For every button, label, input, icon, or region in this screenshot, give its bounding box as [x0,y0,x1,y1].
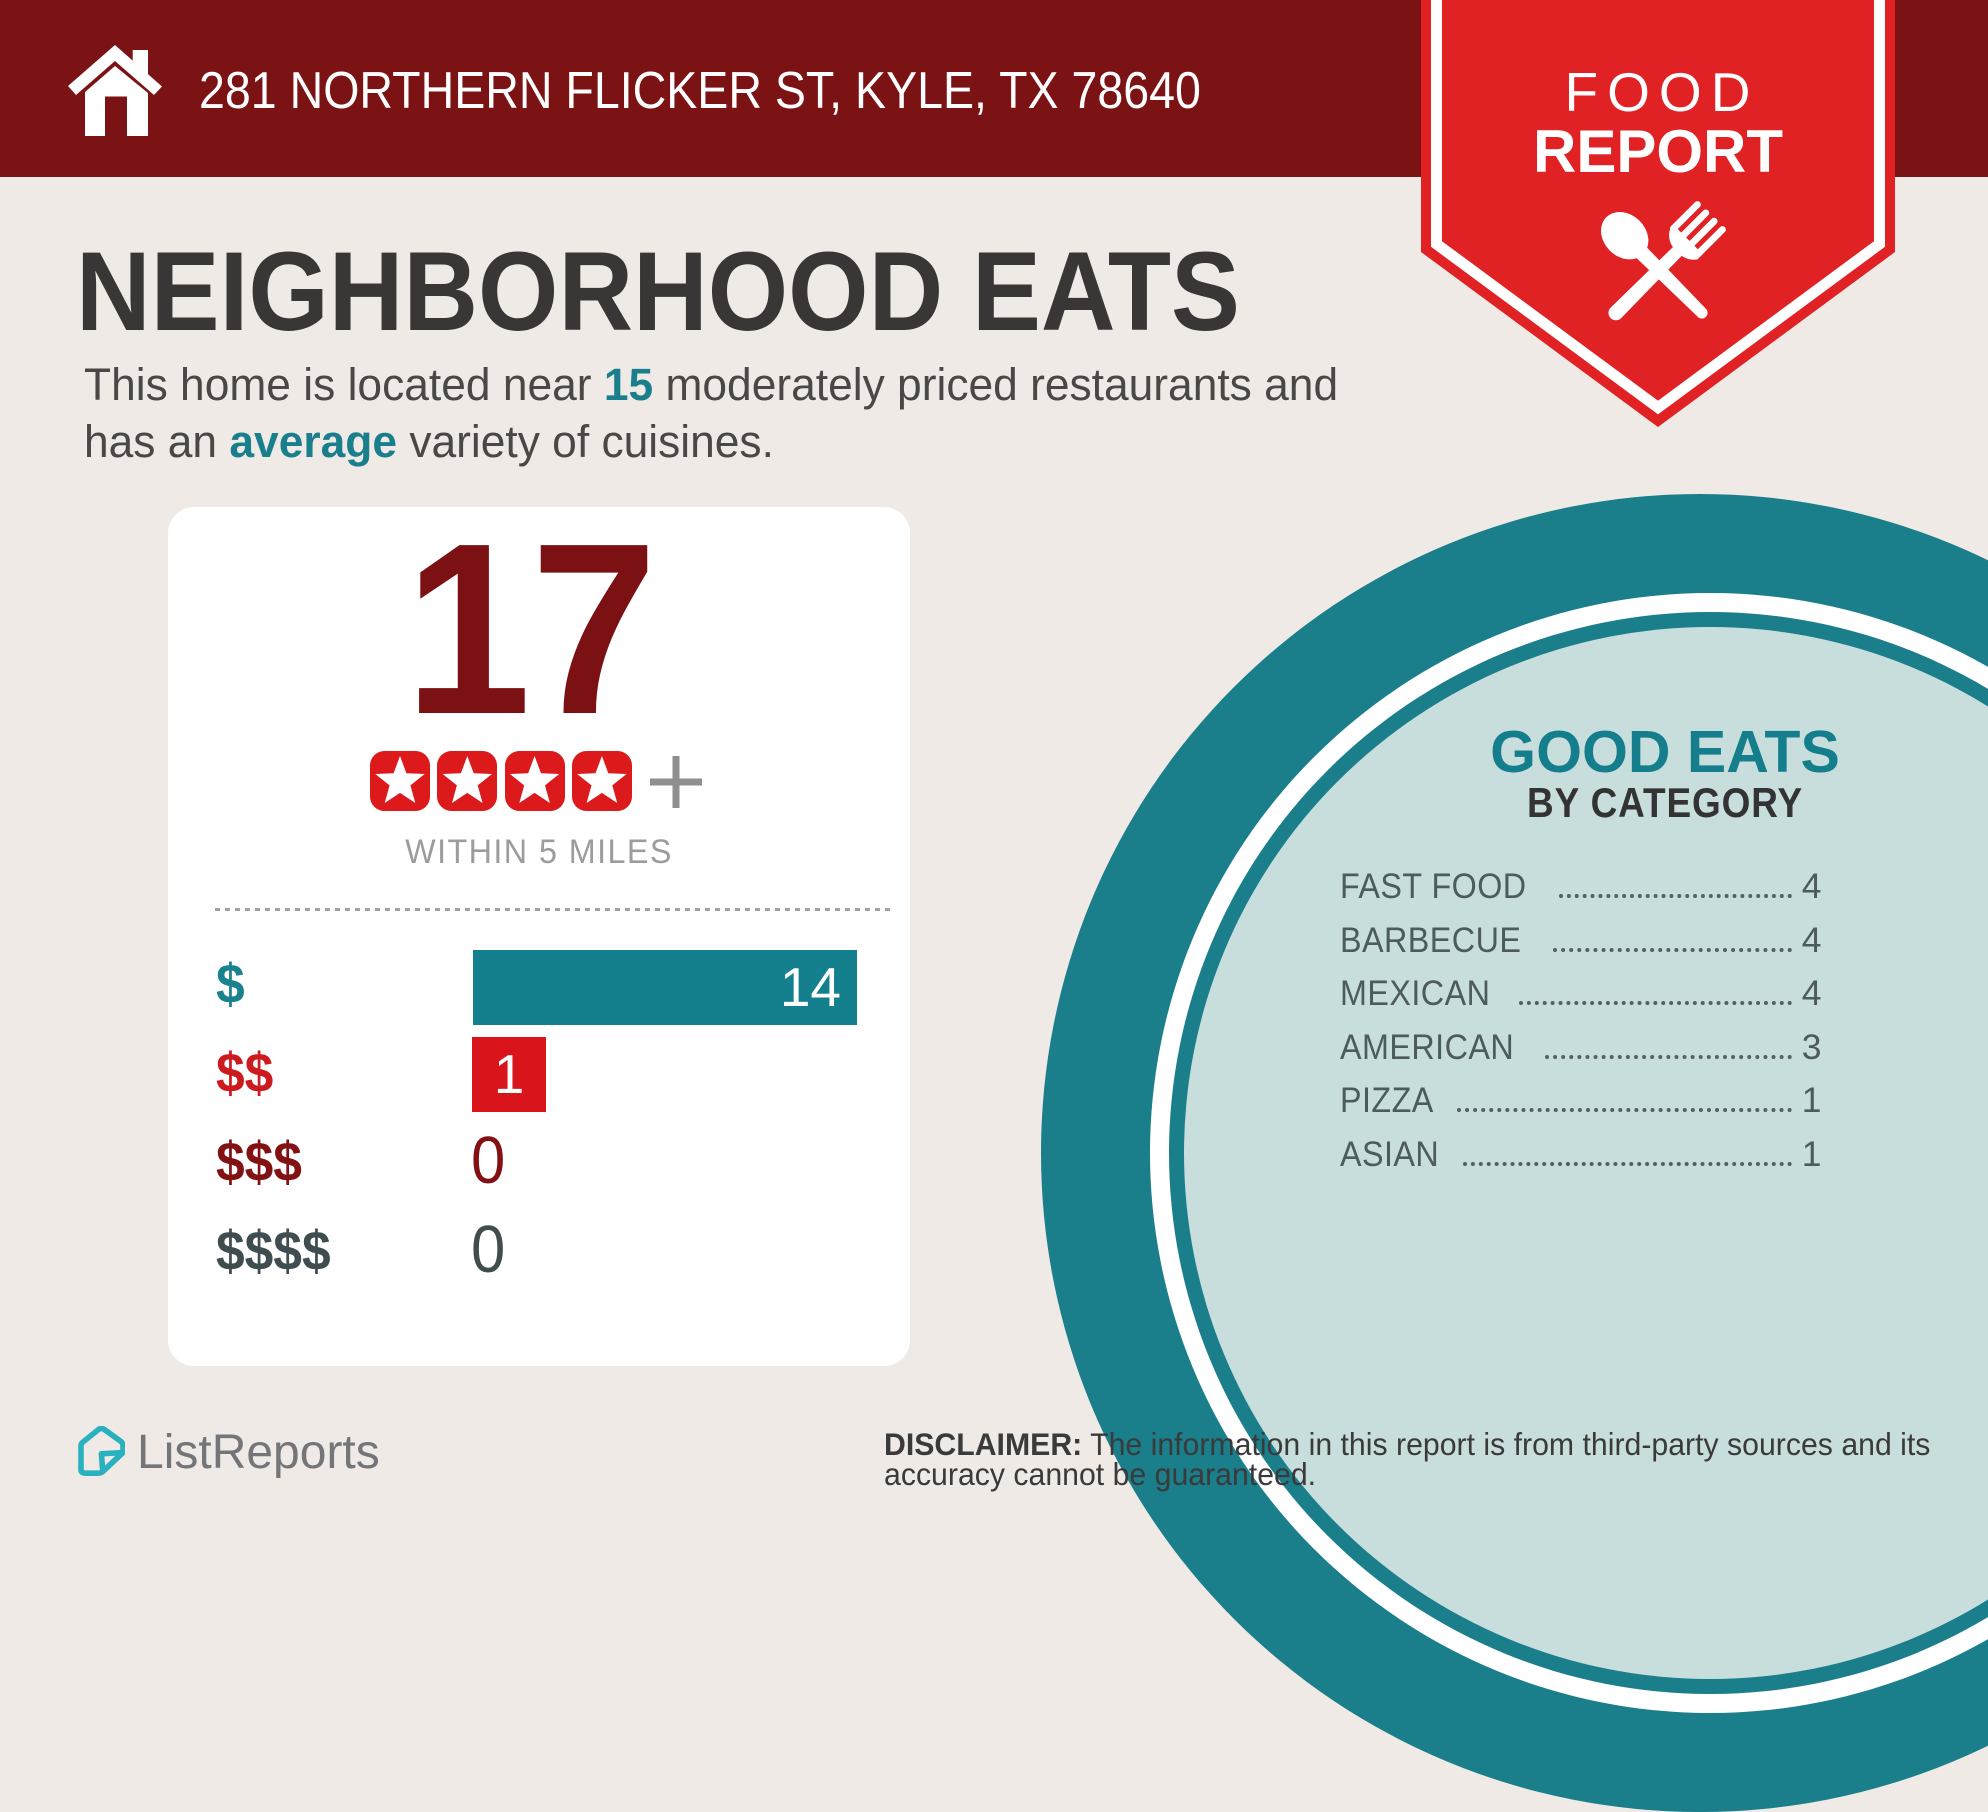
svg-text:REPORT: REPORT [1533,118,1783,185]
svg-text:FOOD: FOOD [1565,61,1760,123]
